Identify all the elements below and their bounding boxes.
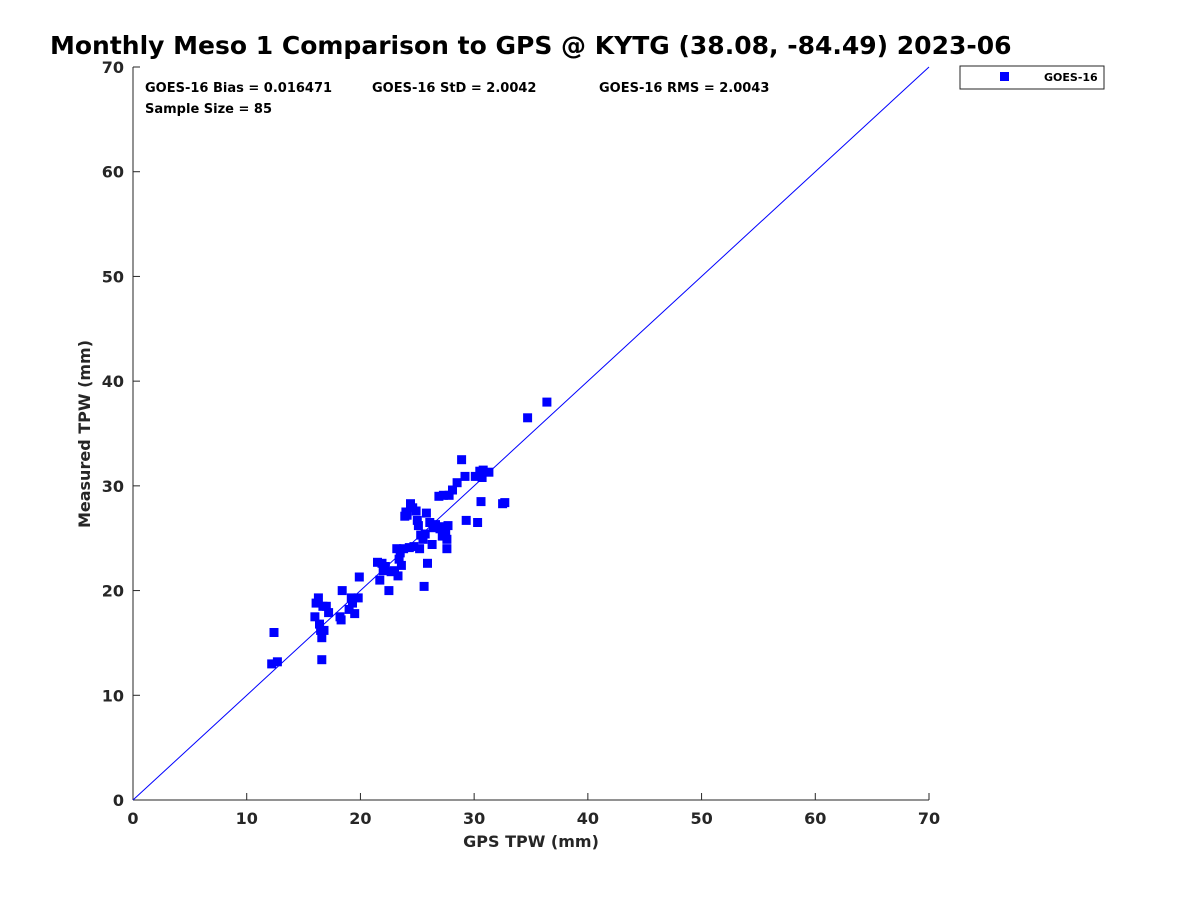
y-axis-ticks: 0 10 20 30 40 50 60 70 [102,58,140,810]
data-point [448,485,457,495]
data-point [440,523,450,533]
data-point [418,534,428,544]
data-point [477,473,487,482]
x-tick-label: 0 [127,809,138,828]
data-point [442,544,452,554]
sample-size-stat: Sample Size = 85 [145,102,272,117]
x-axis-label: GPS TPW (mm) [463,832,599,851]
data-point [460,471,470,481]
data-point [423,558,432,568]
std-stat: GOES-16 StD = 2.0042 [372,81,536,96]
x-tick-label: 50 [690,809,712,828]
data-point [411,506,421,516]
data-point [267,659,277,669]
y-axis-label: Measured TPW (mm) [75,340,94,528]
bias-stat: GOES-16 Bias = 0.016471 [145,81,332,96]
data-point [400,511,410,521]
plot-area [132,67,929,801]
y-tick-label: 10 [102,686,124,705]
data-point [344,604,354,614]
data-point [420,529,430,539]
data-point [336,615,346,625]
data-point [412,515,422,525]
data-point [444,490,454,500]
data-point [390,566,399,576]
data-point [319,625,329,635]
y-tick-label: 30 [102,477,124,496]
x-tick-label: 40 [577,809,599,828]
data-point [317,655,327,665]
rms-stat: GOES-16 RMS = 2.0043 [599,81,769,96]
goes16-series-points [267,397,552,669]
data-point [399,544,409,554]
data-point [415,544,425,554]
data-point [441,529,451,539]
data-point [354,572,364,582]
data-point [457,455,467,465]
data-point [542,397,552,407]
one-to-one-reference-line [132,66,930,801]
data-point [375,575,385,585]
data-point [337,586,347,596]
data-point [384,586,394,596]
y-tick-label: 0 [113,791,124,810]
data-point [409,542,419,552]
y-tick-label: 20 [102,582,124,601]
legend-entry-goes16: GOES-16 [1044,71,1098,84]
data-point [500,498,510,508]
data-point [478,465,488,475]
x-tick-label: 20 [349,809,371,828]
x-tick-label: 70 [918,809,940,828]
data-point [311,598,321,608]
y-tick-label: 70 [102,58,124,77]
data-point [419,581,429,591]
data-point [313,593,323,603]
legend-marker-square [1000,72,1009,81]
data-point [394,554,404,564]
data-point [310,612,320,622]
data-point [353,593,363,603]
data-point [473,518,483,527]
data-point [348,598,357,608]
data-point [269,628,279,637]
y-tick-label: 60 [102,163,124,182]
data-point [523,413,533,423]
data-point [427,540,437,549]
data-point [461,515,471,525]
y-tick-label: 40 [102,372,124,391]
legend: GOES-16 [959,65,1105,90]
data-point [315,619,324,629]
data-point [393,571,403,581]
data-point [428,523,438,533]
data-point [272,657,282,667]
data-point [442,534,452,544]
data-point [476,497,486,507]
y-tick-label: 50 [102,267,124,286]
data-point [470,471,480,481]
data-point [350,609,360,619]
x-axis-ticks: 0 10 20 30 40 50 60 70 [127,793,940,828]
data-point [452,478,462,488]
x-tick-label: 10 [236,809,258,828]
data-point [484,467,494,477]
data-point [317,633,327,643]
x-tick-label: 30 [463,809,485,828]
data-point [421,508,431,518]
legend-box [959,65,1105,90]
data-point [404,543,414,553]
data-point [396,560,406,570]
chart-title: Monthly Meso 1 Comparison to GPS @ KYTG … [50,31,1012,60]
data-point [413,521,423,531]
data-point [438,490,448,500]
x-tick-label: 60 [804,809,826,828]
data-point [380,562,390,571]
data-point [425,518,435,527]
data-point [346,593,356,603]
data-point [321,601,331,611]
data-point [324,608,334,618]
